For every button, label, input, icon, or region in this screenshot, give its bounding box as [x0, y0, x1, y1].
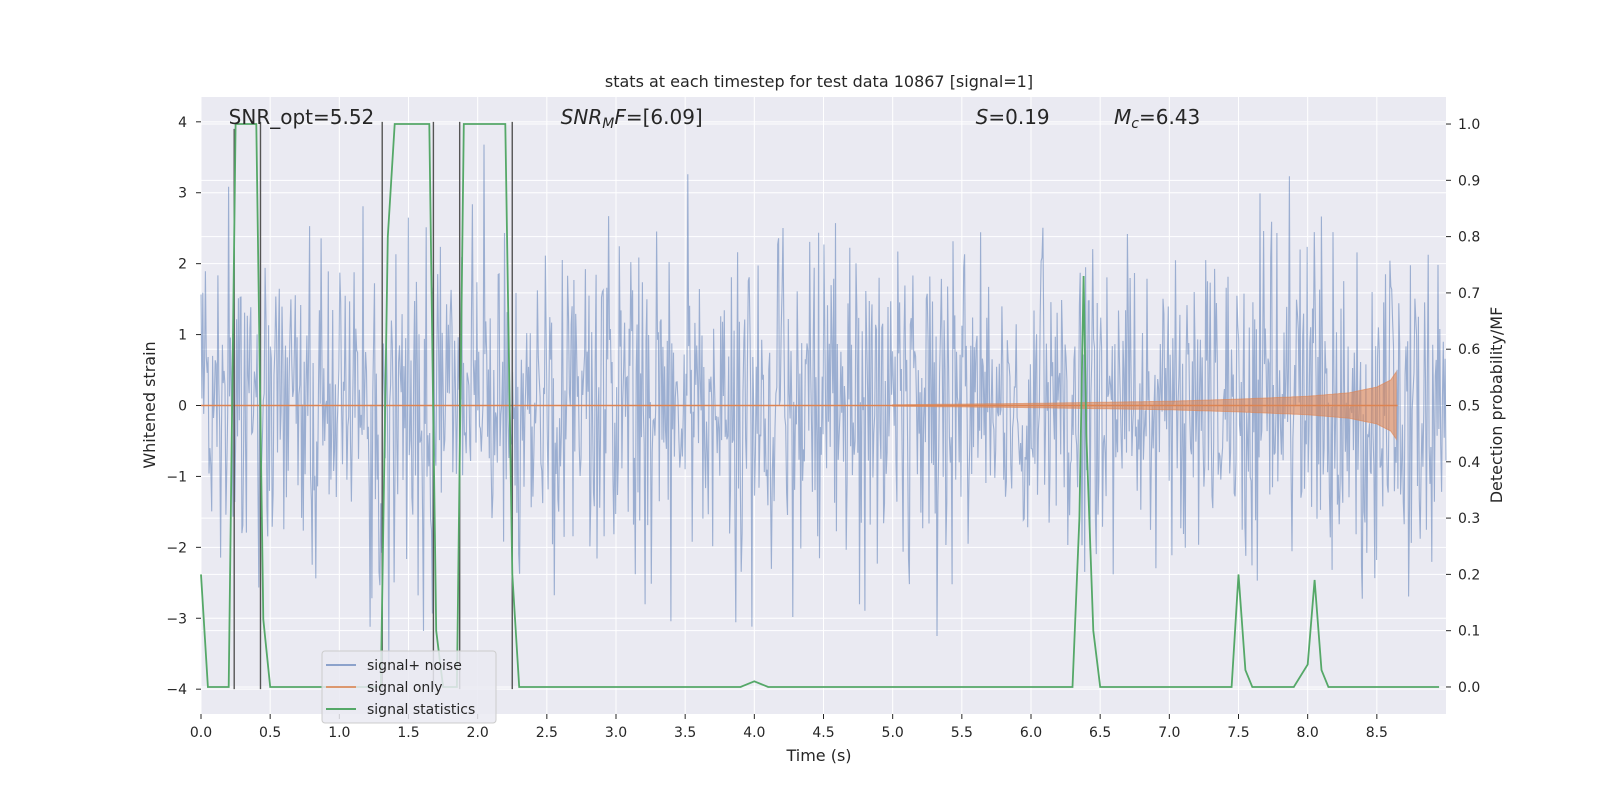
legend: signal+ noise signal only signal statistic… — [321, 650, 497, 724]
y-tick-label: 0 — [178, 399, 187, 415]
x-tick-label: 5.5 — [951, 725, 973, 741]
y-tick-label: −2 — [166, 540, 187, 556]
y2-tick-label: 0.9 — [1458, 173, 1480, 189]
y-tick-label: −3 — [166, 611, 187, 627]
y2-tick-label: 0.6 — [1458, 342, 1480, 358]
chart-title: stats at each timestep for test data 108… — [605, 72, 1033, 91]
x-tick-label: 3.0 — [605, 725, 627, 741]
y-tick-label: 3 — [178, 186, 187, 202]
x-tick-label: 8.5 — [1366, 725, 1388, 741]
y2-tick-label: 0.4 — [1458, 455, 1480, 471]
y2-axis-label: Detection probability/MF — [1487, 307, 1506, 504]
annotation-2: S=0.19 — [976, 105, 1050, 129]
y2-tick-label: 0.1 — [1458, 624, 1480, 640]
annotation-3: Mc=6.43 — [1114, 105, 1200, 132]
legend-label: signal statistics — [367, 702, 475, 718]
y-axis-ticks: −4 −3 −2 −1 0 1 2 3 4 — [166, 115, 201, 698]
y-tick-label: 1 — [178, 328, 187, 344]
x-tick-label: 1.0 — [328, 725, 350, 741]
y-tick-label: −1 — [166, 469, 187, 485]
x-tick-label: 1.5 — [397, 725, 419, 741]
signal-only-series — [201, 370, 1398, 441]
legend-label: signal+ noise — [367, 658, 462, 674]
y2-tick-label: 1.0 — [1458, 117, 1480, 133]
signal-statistics-line — [200, 123, 1440, 688]
x-tick-label: 7.5 — [1227, 725, 1249, 741]
x-tick-label: 2.5 — [536, 725, 558, 741]
x-tick-label: 0.0 — [190, 725, 212, 741]
y2-tick-label: 0.3 — [1458, 511, 1480, 527]
y2-tick-label: 0.7 — [1458, 286, 1480, 302]
x-tick-label: 4.5 — [812, 725, 834, 741]
y2-tick-label: 0.0 — [1458, 680, 1480, 696]
signal-only-chirp — [892, 370, 1397, 441]
x-tick-label: 0.5 — [259, 725, 281, 741]
signal-statistics-series — [200, 123, 1440, 688]
signal-noise-series — [200, 144, 1447, 664]
x-tick-label: 6.0 — [1020, 725, 1042, 741]
x-tick-label: 7.0 — [1158, 725, 1180, 741]
y2-tick-label: 0.5 — [1458, 399, 1480, 415]
signal-noise-line — [200, 144, 1447, 664]
annotation-0: SNR_opt=5.52 — [229, 105, 375, 129]
annotations: SNR_opt=5.52 SNRMF=[6.09] S=0.19 Mc=6.43 — [229, 105, 1201, 132]
x-tick-label: 3.5 — [674, 725, 696, 741]
y2-tick-label: 0.2 — [1458, 567, 1480, 583]
y2-axis-ticks: 0.0 0.1 0.2 0.3 0.4 0.5 0.6 0.7 0.8 0.9 1.0 — [1446, 117, 1480, 696]
y2-tick-label: 0.8 — [1458, 230, 1480, 246]
x-tick-label: 6.5 — [1089, 725, 1111, 741]
x-tick-label: 2.0 — [467, 725, 489, 741]
y-tick-label: 4 — [178, 115, 187, 131]
legend-box — [321, 650, 497, 724]
x-tick-label: 8.0 — [1297, 725, 1319, 741]
y-axis-label: Whitened strain — [140, 341, 159, 468]
annotation-1: SNRMF=[6.09] — [561, 105, 703, 132]
y-tick-label: 2 — [178, 257, 187, 273]
x-tick-label: 5.0 — [882, 725, 904, 741]
x-axis-ticks: 0.0 0.5 1.0 1.5 2.0 2.5 3.0 3.5 4.0 4.5 5.0 5.5 6.0 6… — [190, 714, 1388, 741]
x-axis-label: Time (s) — [785, 746, 851, 765]
legend-label: signal only — [367, 680, 442, 696]
y-tick-label: −4 — [166, 682, 187, 698]
x-tick-label: 4.0 — [743, 725, 765, 741]
